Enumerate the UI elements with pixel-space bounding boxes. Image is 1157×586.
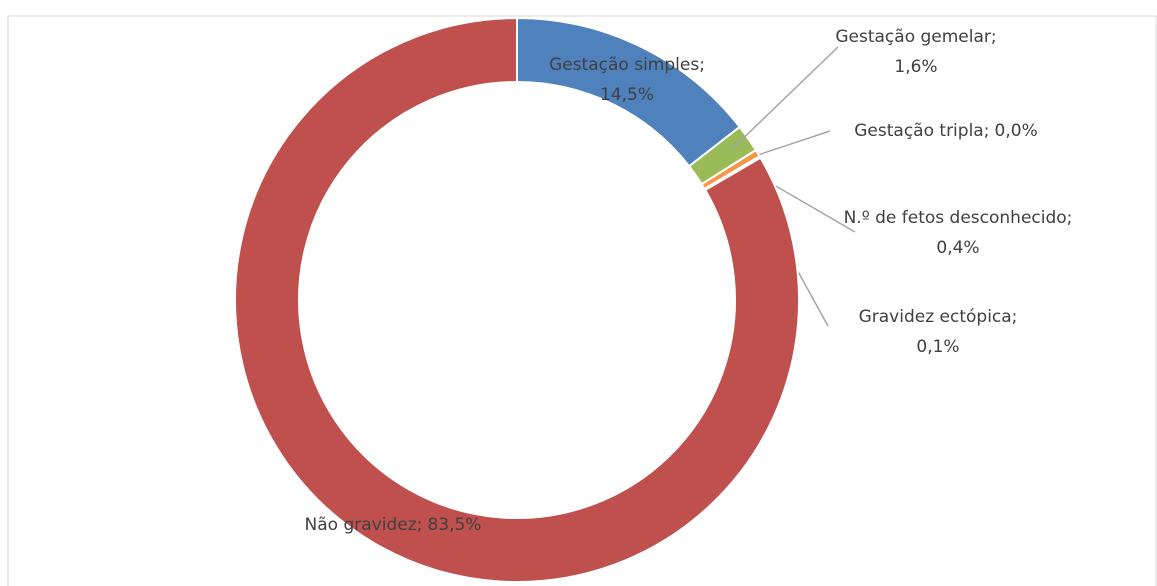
label-category: Não gravidez xyxy=(305,515,423,535)
label-category: N.º de fetos desconhecido xyxy=(844,208,1073,228)
leader-line xyxy=(729,46,839,152)
data-label: Gestação tripla0,0% xyxy=(854,116,1037,146)
data-label: N.º de fetos desconhecido 0,4% xyxy=(844,203,1073,263)
data-label: Gestação gemelar 1,6% xyxy=(835,22,996,82)
label-value: 83,5% xyxy=(427,515,482,535)
label-category: Gestação tripla xyxy=(854,121,989,141)
data-label: Não gravidez83,5% xyxy=(305,510,482,540)
label-category: Gestação simples xyxy=(549,55,705,75)
data-label: Gestação simples 14,5% xyxy=(549,50,705,110)
label-category: Gravidez ectópica xyxy=(859,307,1018,327)
label-value: 14,5% xyxy=(599,85,655,105)
label-category: Gestação gemelar xyxy=(835,27,996,47)
label-value: 0,4% xyxy=(936,238,980,258)
chart-frame xyxy=(7,15,1157,586)
label-value: 0,1% xyxy=(916,337,960,357)
label-value: 1,6% xyxy=(894,57,938,77)
data-label: Gravidez ectópica 0,1% xyxy=(859,302,1018,362)
donut-segment xyxy=(234,16,800,583)
label-value: 0,0% xyxy=(994,121,1038,141)
